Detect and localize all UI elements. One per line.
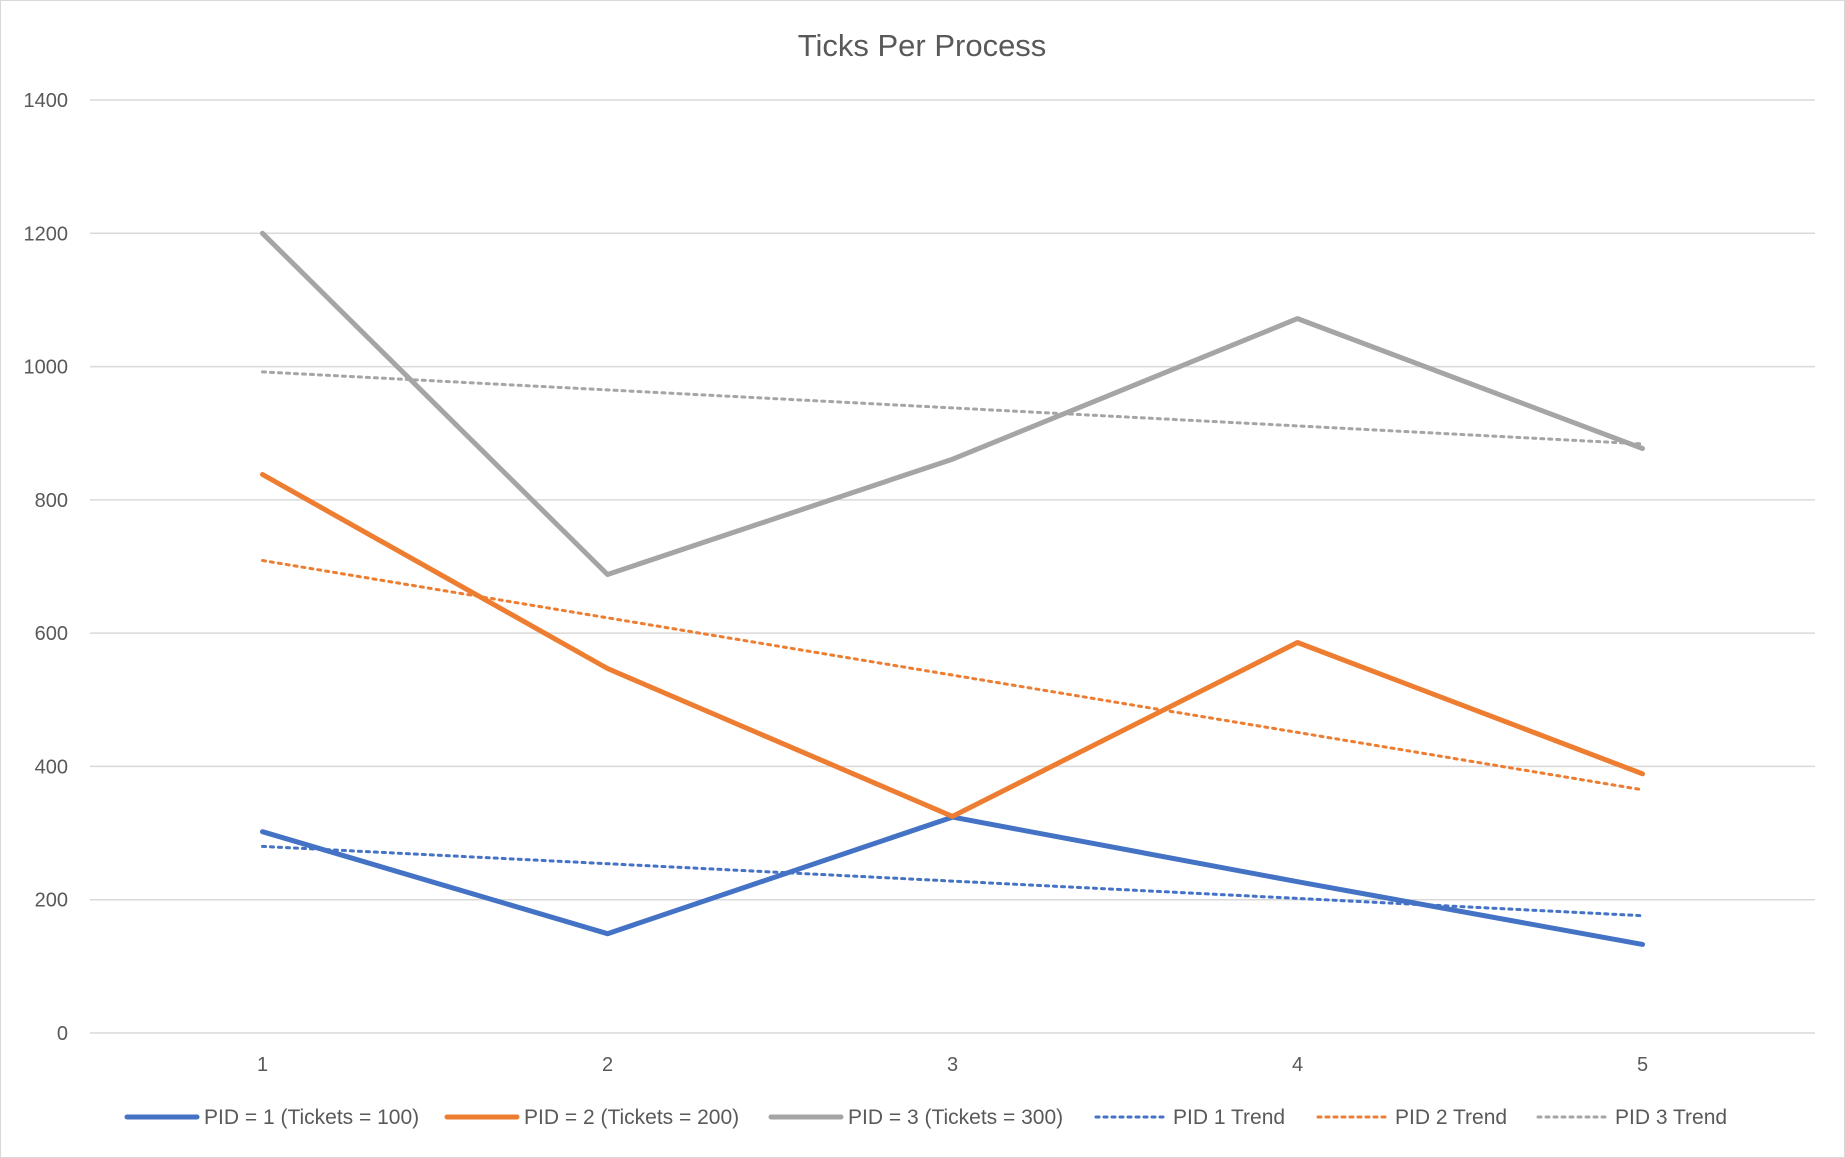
legend-label: PID 3 Trend — [1615, 1106, 1727, 1129]
legend-label: PID 1 Trend — [1173, 1106, 1285, 1129]
legend-label: PID 2 Trend — [1395, 1106, 1507, 1129]
legend: PID = 1 (Tickets = 100) PID = 2 (Tickets … — [124, 1106, 1727, 1129]
legend-label: PID = 2 (Tickets = 200) — [524, 1106, 739, 1129]
series-line-3 — [260, 230, 1645, 577]
x-tick-label: 5 — [1637, 1054, 1648, 1076]
y-tick-label: 1000 — [24, 357, 69, 379]
x-tick-label: 1 — [257, 1054, 268, 1076]
x-tick-label: 3 — [947, 1054, 958, 1076]
y-axis-ticks: 0 200 400 600 800 1000 1200 1400 — [24, 90, 69, 1045]
legend-label: PID = 3 (Tickets = 300) — [848, 1106, 1063, 1129]
chart-title: Ticks Per Process — [798, 28, 1047, 63]
series-line-2 — [260, 472, 1645, 819]
y-tick-label: 800 — [35, 490, 68, 512]
legend-label: PID = 1 (Tickets = 100) — [204, 1106, 419, 1129]
gridlines — [90, 99, 1815, 1034]
y-tick-label: 400 — [35, 756, 68, 778]
y-tick-label: 600 — [35, 623, 68, 645]
series-lines — [260, 230, 1645, 947]
x-tick-label: 4 — [1292, 1054, 1303, 1076]
series-line-5 — [261, 559, 1644, 792]
y-tick-label: 1200 — [24, 223, 69, 245]
y-tick-label: 1400 — [24, 90, 69, 112]
x-tick-label: 2 — [602, 1054, 613, 1076]
series-line-6 — [261, 370, 1644, 446]
y-tick-label: 0 — [57, 1023, 68, 1045]
y-tick-label: 200 — [35, 890, 68, 912]
x-axis-ticks: 1 2 3 4 5 — [257, 1054, 1648, 1076]
